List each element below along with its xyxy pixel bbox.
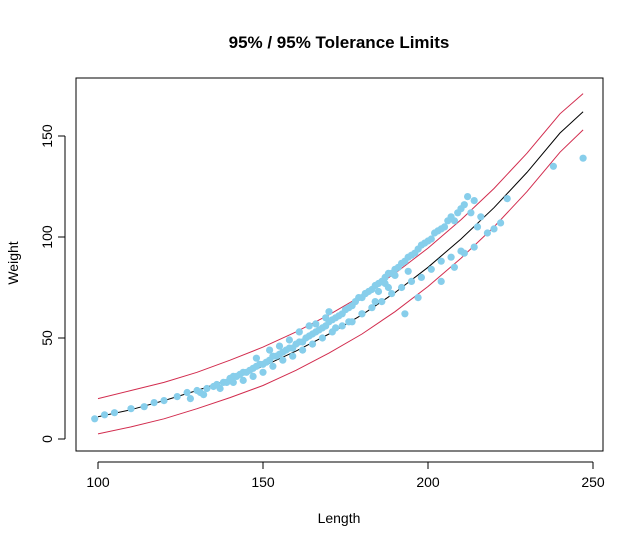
data-point (295, 328, 303, 336)
data-point (266, 346, 274, 354)
data-point (160, 397, 168, 405)
data-point (549, 162, 558, 170)
data-point (371, 298, 379, 306)
data-point (378, 298, 386, 306)
data-point (490, 225, 498, 233)
data-point (467, 209, 475, 217)
fitted-curve-layer (97, 111, 584, 418)
data-point (186, 395, 194, 403)
data-point (322, 314, 330, 322)
data-point (579, 154, 587, 162)
data-point (473, 223, 482, 231)
data-point (203, 384, 211, 393)
data-point (318, 334, 326, 342)
x-tick-label: 150 (251, 474, 275, 490)
data-point (401, 310, 409, 318)
data-point (305, 322, 313, 330)
x-tick-label: 200 (416, 474, 440, 490)
data-point (450, 217, 458, 225)
x-tick-label: 100 (86, 474, 110, 490)
data-point (450, 263, 458, 271)
y-tick-label: 150 (39, 124, 55, 148)
data-point (299, 346, 307, 354)
plot-frame (75, 77, 604, 452)
data-point (332, 324, 340, 332)
y-tick-label: 0 (39, 435, 55, 443)
data-point (374, 287, 383, 296)
y-axis-label: Weight (5, 241, 21, 284)
data-point (183, 388, 191, 397)
data-point (437, 257, 445, 265)
data-point (150, 399, 158, 407)
data-point (229, 378, 237, 386)
data-point (470, 197, 478, 205)
data-point (398, 283, 406, 292)
data-points-layer (91, 154, 587, 423)
data-point (110, 409, 119, 417)
data-point (464, 193, 472, 201)
data-point (477, 213, 485, 221)
data-point (173, 393, 181, 401)
data-point (249, 372, 257, 380)
data-point (388, 290, 396, 298)
data-point (381, 279, 389, 288)
data-point (200, 391, 208, 399)
fitted-curve (97, 111, 584, 418)
data-point (440, 223, 449, 231)
data-point (269, 362, 277, 370)
lower-tolerance-limit-line (97, 129, 584, 435)
chart-title: 95% / 95% Tolerance Limits (229, 33, 450, 52)
data-point (361, 290, 369, 298)
data-point (483, 229, 491, 237)
data-point (308, 340, 317, 348)
data-point (216, 384, 224, 393)
data-point (427, 235, 435, 243)
data-point (140, 403, 148, 411)
data-point (338, 322, 346, 330)
data-point (358, 310, 366, 318)
data-point (252, 354, 260, 362)
data-point (437, 277, 445, 285)
data-point (407, 277, 416, 285)
data-point (239, 376, 247, 384)
data-point (285, 336, 293, 344)
tolerance-limit-lines (97, 93, 584, 435)
data-point (470, 243, 478, 251)
data-point (345, 318, 353, 326)
data-point (368, 304, 376, 312)
upper-tolerance-limit-line (97, 93, 584, 400)
data-point (325, 308, 333, 316)
data-point (391, 271, 399, 279)
y-tick-label: 100 (39, 225, 55, 249)
data-point (259, 368, 267, 376)
data-point (101, 411, 109, 419)
data-point (275, 342, 284, 350)
data-point (279, 356, 287, 364)
data-point (497, 219, 505, 227)
data-point (427, 265, 435, 273)
data-point (460, 249, 468, 257)
data-point (312, 320, 320, 328)
x-axis-label: Length (318, 510, 361, 526)
axes-layer: 100 150 200 250 0 50 100 150 (39, 77, 605, 490)
data-point (127, 405, 135, 413)
data-point (503, 195, 511, 203)
data-point (414, 294, 422, 302)
data-point (460, 201, 468, 209)
data-point (404, 267, 412, 275)
data-point (447, 253, 455, 261)
data-point (289, 352, 297, 360)
data-point (417, 273, 425, 281)
x-tick-label: 250 (581, 474, 605, 490)
y-tick-label: 50 (39, 330, 55, 346)
data-point (91, 415, 99, 423)
